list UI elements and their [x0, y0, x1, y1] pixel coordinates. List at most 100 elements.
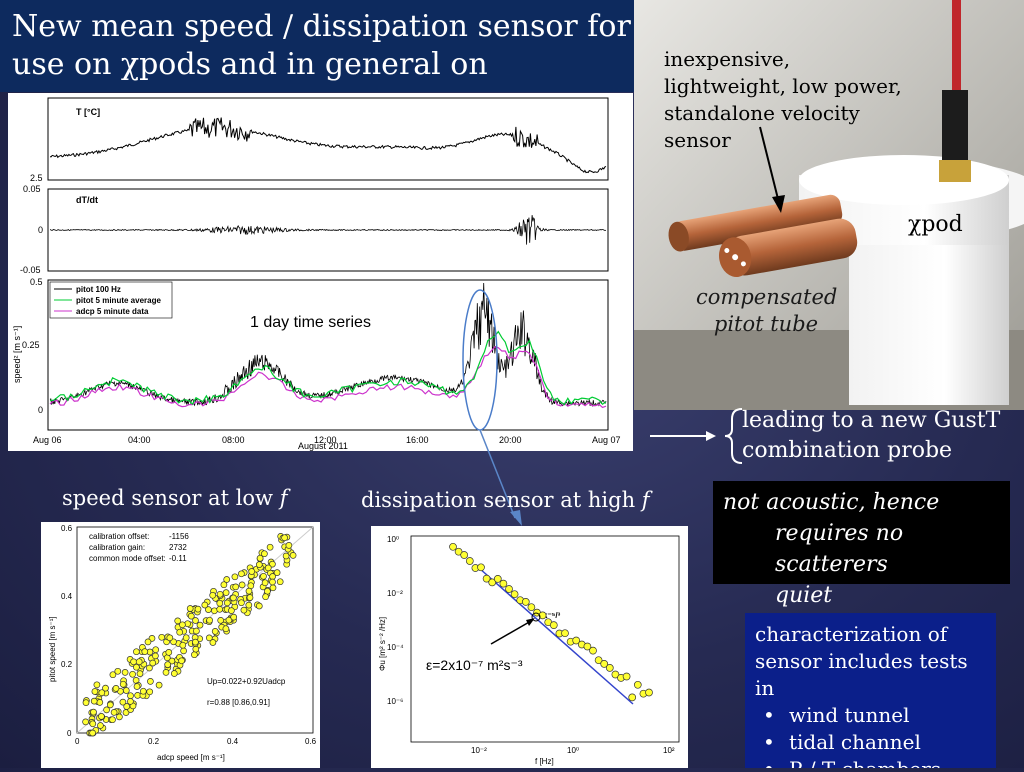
spec-xlabel: f [Hz]	[535, 757, 554, 766]
scatter-point	[90, 708, 97, 716]
scatter-ytick-1: 0.2	[61, 660, 73, 669]
spec-ytick-1: 10⁻²	[387, 589, 403, 598]
spectrum-point	[600, 660, 609, 668]
scatter-point	[193, 627, 200, 635]
scatter-point	[162, 669, 170, 676]
scatter-point	[216, 599, 224, 607]
legend-pitot-100hz: pitot 100 Hz	[76, 285, 121, 294]
scatter-point	[112, 685, 120, 692]
xtick-6: Aug 07	[592, 435, 621, 445]
spectrum-point	[583, 642, 592, 651]
scatter-point	[230, 594, 237, 602]
scatter-ytick-3: 0.6	[61, 524, 73, 533]
scatter-point	[136, 670, 144, 677]
pitot-label-line1: compensated	[696, 285, 838, 309]
spectrum-point	[493, 575, 502, 583]
scatter-point	[223, 599, 231, 607]
scatter-point	[91, 688, 99, 695]
scatter-point	[216, 605, 224, 613]
scatter-point	[96, 699, 104, 706]
spectrum-point	[628, 693, 637, 702]
spec-xtick-1: 10⁰	[567, 746, 579, 755]
spectrum-point	[477, 563, 485, 572]
scatter-point	[245, 601, 253, 609]
cal-gain-value: 2732	[169, 543, 187, 552]
spectrum-chart: 10⁰ 10⁻² 10⁻⁴ 10⁻⁶ 10⁻² 10⁰ 10² f [Hz] Φ…	[371, 526, 688, 768]
calibration-scatter-chart: calibration offset: -1156 calibration ga…	[41, 522, 320, 768]
spectrum-point	[465, 557, 474, 565]
spectrum-point	[527, 603, 536, 612]
scatter-point	[119, 698, 127, 706]
scatter-point	[238, 570, 245, 578]
scatter-point	[98, 689, 106, 697]
scatter-point	[165, 649, 173, 656]
scatter-point	[205, 634, 213, 642]
scatter-point	[262, 593, 269, 601]
scatter-point	[130, 658, 137, 666]
spectrum-point	[589, 646, 597, 655]
spectrum-point	[549, 621, 558, 629]
scatter-ytick-2: 0.4	[61, 592, 73, 601]
scatter-point	[97, 722, 104, 729]
speed-ytick-2: 0.25	[22, 340, 40, 350]
scatter-point	[192, 645, 200, 653]
spectrum-points	[449, 542, 653, 702]
scatter-point	[285, 542, 293, 549]
acoustic-line2: requires no scatterers	[775, 521, 904, 577]
scatter-point	[276, 578, 284, 586]
scatter-point	[264, 587, 271, 595]
scatter-point	[260, 572, 267, 580]
scatter-points	[82, 533, 297, 737]
scatter-point	[220, 581, 228, 589]
scatter-point	[106, 701, 114, 709]
spectrum-point	[611, 670, 620, 679]
scatter-point	[228, 607, 235, 614]
spec-ytick-0: 10⁰	[387, 535, 399, 544]
scatter-point	[180, 647, 187, 655]
xlabel: August 2011	[298, 441, 348, 451]
scatter-point	[187, 612, 195, 620]
xtick-3: 12:00	[314, 435, 337, 445]
scatter-point	[146, 688, 154, 696]
scatter-point	[93, 681, 101, 689]
speed-ytick-1: 0.5	[30, 277, 43, 287]
scatter-point	[269, 560, 276, 568]
gust-arrow-bracket	[650, 408, 743, 464]
spec-ytick-2: 10⁻⁴	[387, 643, 404, 652]
scatter-point	[82, 718, 89, 726]
scatter-point	[141, 648, 149, 655]
slide-title: New mean speed / dissipation sensor for …	[0, 0, 647, 92]
chipod-photo	[634, 0, 1024, 410]
test-item-pt-chambers: P / T chambers	[755, 756, 986, 768]
scatter-point	[127, 698, 134, 705]
scatter-point	[164, 661, 172, 668]
scatter-point	[216, 590, 224, 598]
timeseries-caption: 1 day time series	[250, 314, 371, 331]
scatter-point	[282, 552, 290, 560]
scatter-point	[256, 554, 264, 562]
scatter-point	[223, 576, 231, 583]
scatter-point	[98, 713, 105, 720]
scatter-xtick-3: 0.6	[305, 737, 317, 746]
scatter-point	[186, 605, 194, 612]
scatter-point	[209, 591, 217, 599]
dtdt-trace	[49, 215, 607, 245]
cal-offset-label: calibration offset:	[89, 532, 149, 541]
correlation-text: r=0.88 [0.86,0.91]	[207, 698, 270, 707]
scatter-point	[121, 669, 129, 676]
speed-ylabel: speed² [m s⁻¹]	[12, 326, 22, 383]
speed-sensor-label: speed sensor at low f	[62, 486, 288, 510]
acoustic-note-box: not acoustic, hence requires no scattere…	[713, 481, 1010, 608]
scatter-point	[149, 659, 157, 667]
scatter-point	[261, 579, 269, 587]
scatter-point	[158, 633, 166, 641]
spectrum-point	[633, 680, 642, 689]
scatter-point	[269, 578, 276, 586]
scatter-point	[178, 657, 185, 665]
scatter-point	[192, 617, 199, 624]
scatter-point	[231, 573, 239, 581]
scatter-point	[245, 587, 253, 595]
cal-gain-label: calibration gain:	[89, 543, 145, 552]
spectrum-point	[510, 590, 519, 599]
scatter-point	[109, 671, 117, 679]
